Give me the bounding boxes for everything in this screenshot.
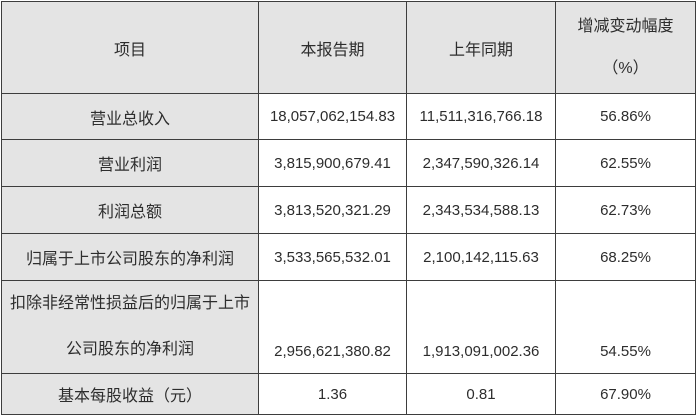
header-change-percent: 增减变动幅度 （%） [555, 1, 696, 94]
change-percent-value: 56.86% [555, 93, 696, 140]
row-label: 归属于上市公司股东的净利润 [1, 233, 259, 281]
prior-period-value: 0.81 [406, 373, 556, 415]
row-label: 营业总收入 [1, 93, 259, 140]
prior-period-value: 11,511,316,766.18 [406, 93, 556, 140]
current-period-value: 18,057,062,154.83 [258, 93, 407, 140]
header-change-percent-line2: （%） [602, 59, 649, 77]
header-item: 项目 [1, 1, 259, 94]
prior-period-value: 2,343,534,588.13 [406, 186, 556, 234]
row-label: 基本每股收益（元） [1, 373, 259, 415]
table-row-basic-eps: 基本每股收益（元） 1.36 0.81 67.90% [1, 373, 696, 415]
change-percent-value: 67.90% [555, 373, 696, 415]
table-row-total-revenue: 营业总收入 18,057,062,154.83 11,511,316,766.1… [1, 93, 696, 140]
prior-period-value: 1,913,091,002.36 [406, 280, 556, 374]
row-label: 营业利润 [1, 139, 259, 187]
table-row-operating-profit: 营业利润 3,815,900,679.41 2,347,590,326.14 6… [1, 139, 696, 187]
table-row-total-profit: 利润总额 3,813,520,321.29 2,343,534,588.13 6… [1, 186, 696, 234]
table-row-net-profit-attributable: 归属于上市公司股东的净利润 3,533,565,532.01 2,100,142… [1, 233, 696, 281]
prior-period-value: 2,100,142,115.63 [406, 233, 556, 281]
current-period-value: 3,533,565,532.01 [258, 233, 407, 281]
header-prior-period: 上年同期 [406, 1, 556, 94]
row-label-line2: 公司股东的净利润 [65, 341, 194, 358]
row-label: 利润总额 [1, 186, 259, 234]
change-percent-value: 68.25% [555, 233, 696, 281]
table-header-row: 项目 本报告期 上年同期 增减变动幅度 （%） [1, 1, 696, 94]
change-percent-value: 62.73% [555, 186, 696, 234]
row-label-line1: 扣除非经常性损益后的归属于上市 [9, 295, 250, 312]
current-period-value: 2,956,621,380.82 [258, 280, 407, 374]
change-percent-value: 62.55% [555, 139, 696, 187]
prior-period-value: 2,347,590,326.14 [406, 139, 556, 187]
table-row-net-profit-after-nonrecurring: 扣除非经常性损益后的归属于上市 公司股东的净利润 2,956,621,380.8… [1, 280, 696, 374]
change-percent-value: 54.55% [555, 280, 696, 374]
current-period-value: 3,813,520,321.29 [258, 186, 407, 234]
header-change-percent-line1: 增减变动幅度 [577, 17, 674, 35]
current-period-value: 3,815,900,679.41 [258, 139, 407, 187]
header-current-period: 本报告期 [258, 1, 407, 94]
current-period-value: 1.36 [258, 373, 407, 415]
row-label: 扣除非经常性损益后的归属于上市 公司股东的净利润 [1, 280, 259, 374]
